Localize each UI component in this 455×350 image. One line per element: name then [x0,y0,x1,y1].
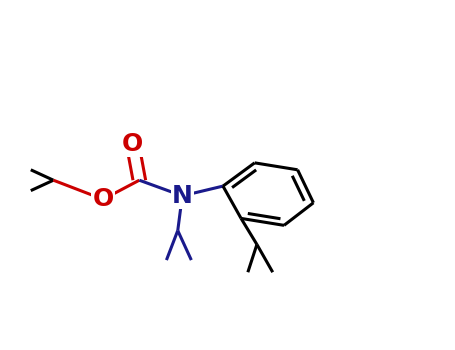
Text: N: N [172,184,193,208]
Text: O: O [122,132,143,156]
Text: O: O [92,187,114,211]
